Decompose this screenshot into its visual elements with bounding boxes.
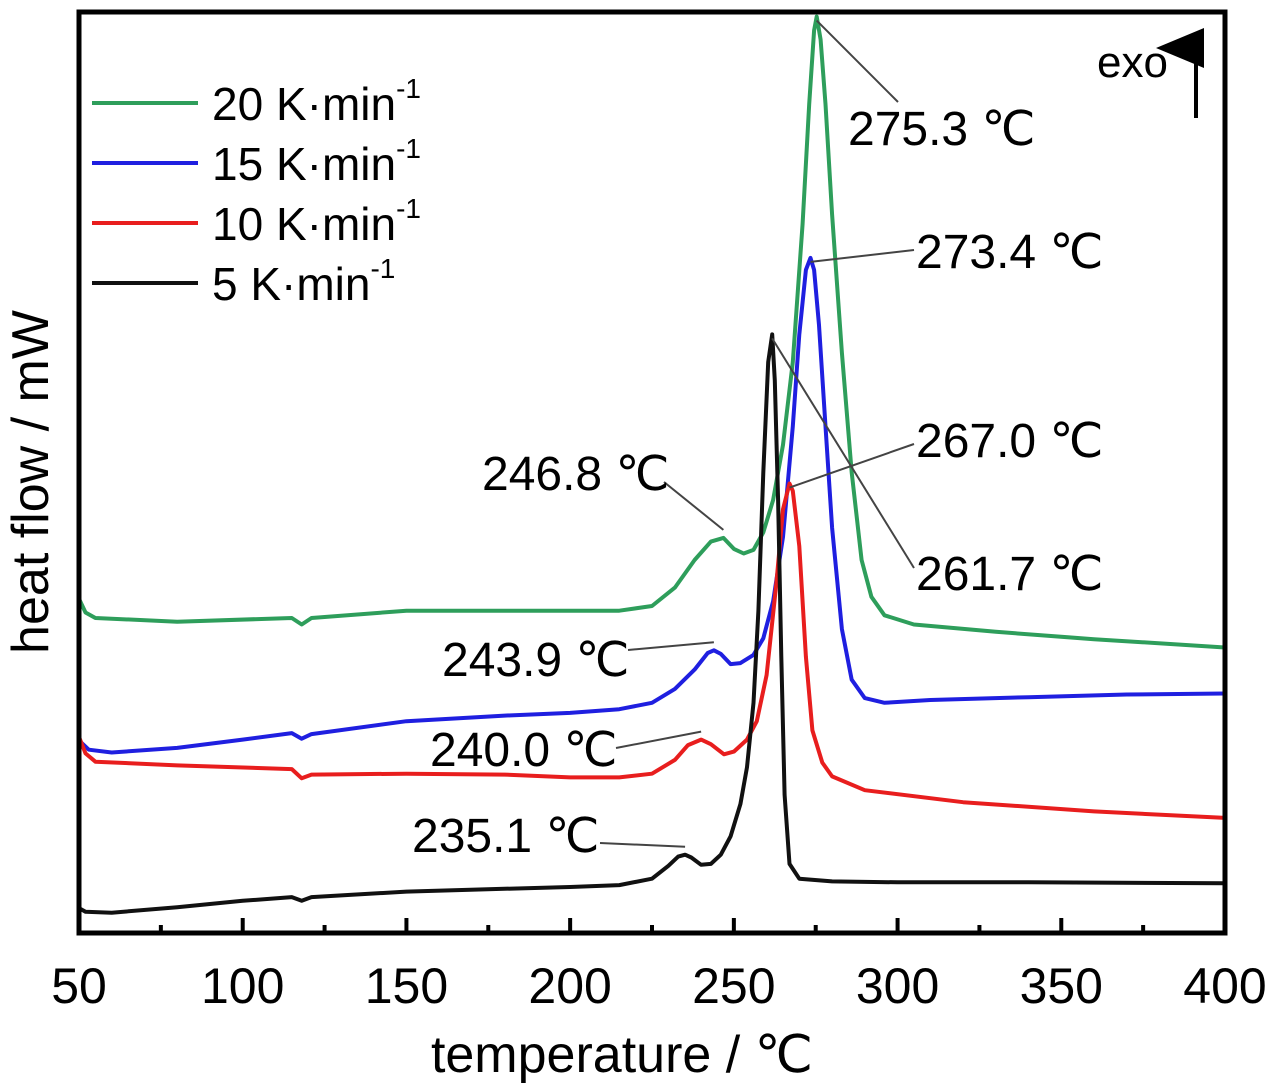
x-axis-tick-labels: 50 100 150 200 250 300 350 400 (51, 958, 1267, 1014)
annotation-leader (771, 337, 915, 569)
annotation-leader (810, 249, 915, 263)
exo-label: exo (1097, 38, 1168, 87)
legend-entry: 20 K·min-1 (212, 73, 421, 130)
peak-annotations: 275.3 ℃ 273.4 ℃ 267.0 ℃ 261.7 ℃ 246.8 ℃ 243.9… (412, 19, 1103, 863)
series-line-2 (77, 481, 1227, 820)
annotation-leader (615, 730, 702, 749)
series-line-3 (77, 332, 1227, 915)
peak-label: 243.9 ℃ (442, 634, 629, 687)
x-tick-label: 50 (51, 958, 107, 1014)
peak-label: 267.0 ℃ (916, 415, 1103, 468)
x-tick-label: 150 (365, 958, 448, 1014)
legend-entry: 15 K·min-1 (212, 133, 421, 190)
series-layer (77, 14, 1227, 915)
x-tick-label: 300 (856, 958, 939, 1014)
series-line-1 (77, 255, 1227, 755)
x-tick-label: 400 (1183, 958, 1266, 1014)
peak-label: 273.4 ℃ (916, 226, 1103, 279)
peak-label: 235.1 ℃ (412, 810, 599, 863)
x-axis-label: temperature / ℃ (431, 1026, 813, 1084)
x-tick-label: 350 (1020, 958, 1103, 1014)
x-tick-label: 200 (528, 958, 611, 1014)
peak-label: 261.7 ℃ (916, 548, 1103, 601)
series-line-0 (77, 14, 1227, 650)
annotation-leader (815, 19, 899, 103)
annotation-leader (663, 481, 725, 531)
annotation-leader (627, 641, 714, 651)
legend-entry: 10 K·min-1 (212, 193, 421, 250)
x-axis-ticks (77, 918, 1227, 933)
annotation-leader (599, 842, 686, 848)
legend-entry: 5 K·min-1 (212, 253, 395, 310)
exo-indicator: exo (1097, 28, 1204, 118)
y-axis-label: heat flow / mW (2, 310, 60, 654)
peak-label: 275.3 ℃ (848, 103, 1035, 156)
peak-label: 240.0 ℃ (430, 724, 617, 777)
x-tick-label: 100 (201, 958, 284, 1014)
legend: 20 K·min-115 K·min-110 K·min-15 K·min-1 (92, 73, 421, 310)
x-tick-label: 250 (692, 958, 775, 1014)
peak-label: 246.8 ℃ (482, 448, 669, 501)
